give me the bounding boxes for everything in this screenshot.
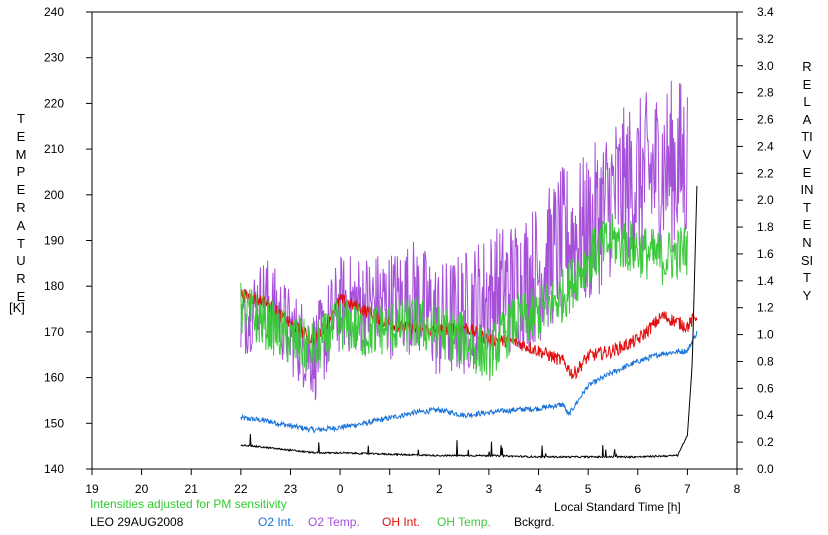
x-tick-label: 2 — [436, 482, 443, 496]
left-axis-label: TEMPERATURE — [15, 111, 27, 304]
series-oh-temp-line — [240, 213, 688, 381]
right-tick-label: 1.4 — [757, 274, 774, 288]
right-tick-label: 1.0 — [757, 328, 774, 342]
left-tick-label: 170 — [44, 325, 64, 339]
sensitivity-note: Intensities adjusted for PM sensitivity — [90, 497, 287, 511]
right-tick-label: 3.2 — [757, 32, 774, 46]
x-tick-label: 8 — [734, 482, 741, 496]
left-tick-label: 220 — [44, 96, 64, 110]
left-tick-label: 180 — [44, 279, 64, 293]
legend-oh-int: OH Int. — [382, 515, 421, 529]
site-date-label: LEO 29AUG2008 — [90, 515, 184, 529]
x-tick-label: 19 — [85, 482, 99, 496]
left-tick-label: 190 — [44, 234, 64, 248]
right-axis-label: RELATIVE INTENSITY — [800, 59, 814, 303]
series-o2-temp-line — [240, 80, 688, 401]
right-tick-label: 0.2 — [757, 435, 774, 449]
left-tick-label: 160 — [44, 371, 64, 385]
series-oh-int-line — [240, 289, 698, 380]
right-tick-label: 3.4 — [757, 5, 774, 19]
right-tick-label: 0.0 — [757, 462, 774, 476]
right-tick-label: 2.0 — [757, 193, 774, 207]
right-tick-label: 2.6 — [757, 113, 774, 127]
x-tick-label: 20 — [135, 482, 149, 496]
x-tick-label: 1 — [386, 482, 393, 496]
x-tick-label: 7 — [684, 482, 691, 496]
left-axis-unit: [K] — [9, 300, 25, 315]
legend-o2-temp: O2 Temp. — [308, 515, 360, 529]
x-axis-label: Local Standard Time [h] — [554, 500, 681, 514]
left-tick-label: 140 — [44, 462, 64, 476]
x-tick-label: 23 — [284, 482, 298, 496]
right-tick-label: 1.8 — [757, 220, 774, 234]
x-tick-label: 22 — [234, 482, 248, 496]
right-tick-label: 1.2 — [757, 301, 774, 315]
x-tick-label: 4 — [535, 482, 542, 496]
right-tick-label: 2.4 — [757, 139, 774, 153]
x-tick-label: 5 — [585, 482, 592, 496]
x-tick-label: 21 — [185, 482, 199, 496]
legend-o2-int: O2 Int. — [258, 515, 295, 529]
right-tick-label: 3.0 — [757, 59, 774, 73]
left-tick-label: 210 — [44, 142, 64, 156]
left-tick-label: 150 — [44, 416, 64, 430]
right-tick-label: 2.8 — [757, 86, 774, 100]
right-tick-label: 1.6 — [757, 247, 774, 261]
right-tick-label: 0.6 — [757, 381, 774, 395]
x-tick-label: 3 — [486, 482, 493, 496]
left-tick-label: 240 — [44, 5, 64, 19]
left-tick-label: 200 — [44, 188, 64, 202]
x-tick-label: 0 — [337, 482, 344, 496]
legend-oh-temp: OH Temp. — [437, 515, 491, 529]
right-tick-label: 0.4 — [757, 408, 774, 422]
left-tick-label: 230 — [44, 51, 64, 65]
legend-background: Bckgrd. — [514, 515, 555, 529]
series-background-line — [240, 185, 698, 459]
series-o2-int-line — [240, 330, 698, 434]
x-tick-label: 6 — [634, 482, 641, 496]
right-tick-label: 0.8 — [757, 354, 774, 368]
right-tick-label: 2.2 — [757, 166, 774, 180]
